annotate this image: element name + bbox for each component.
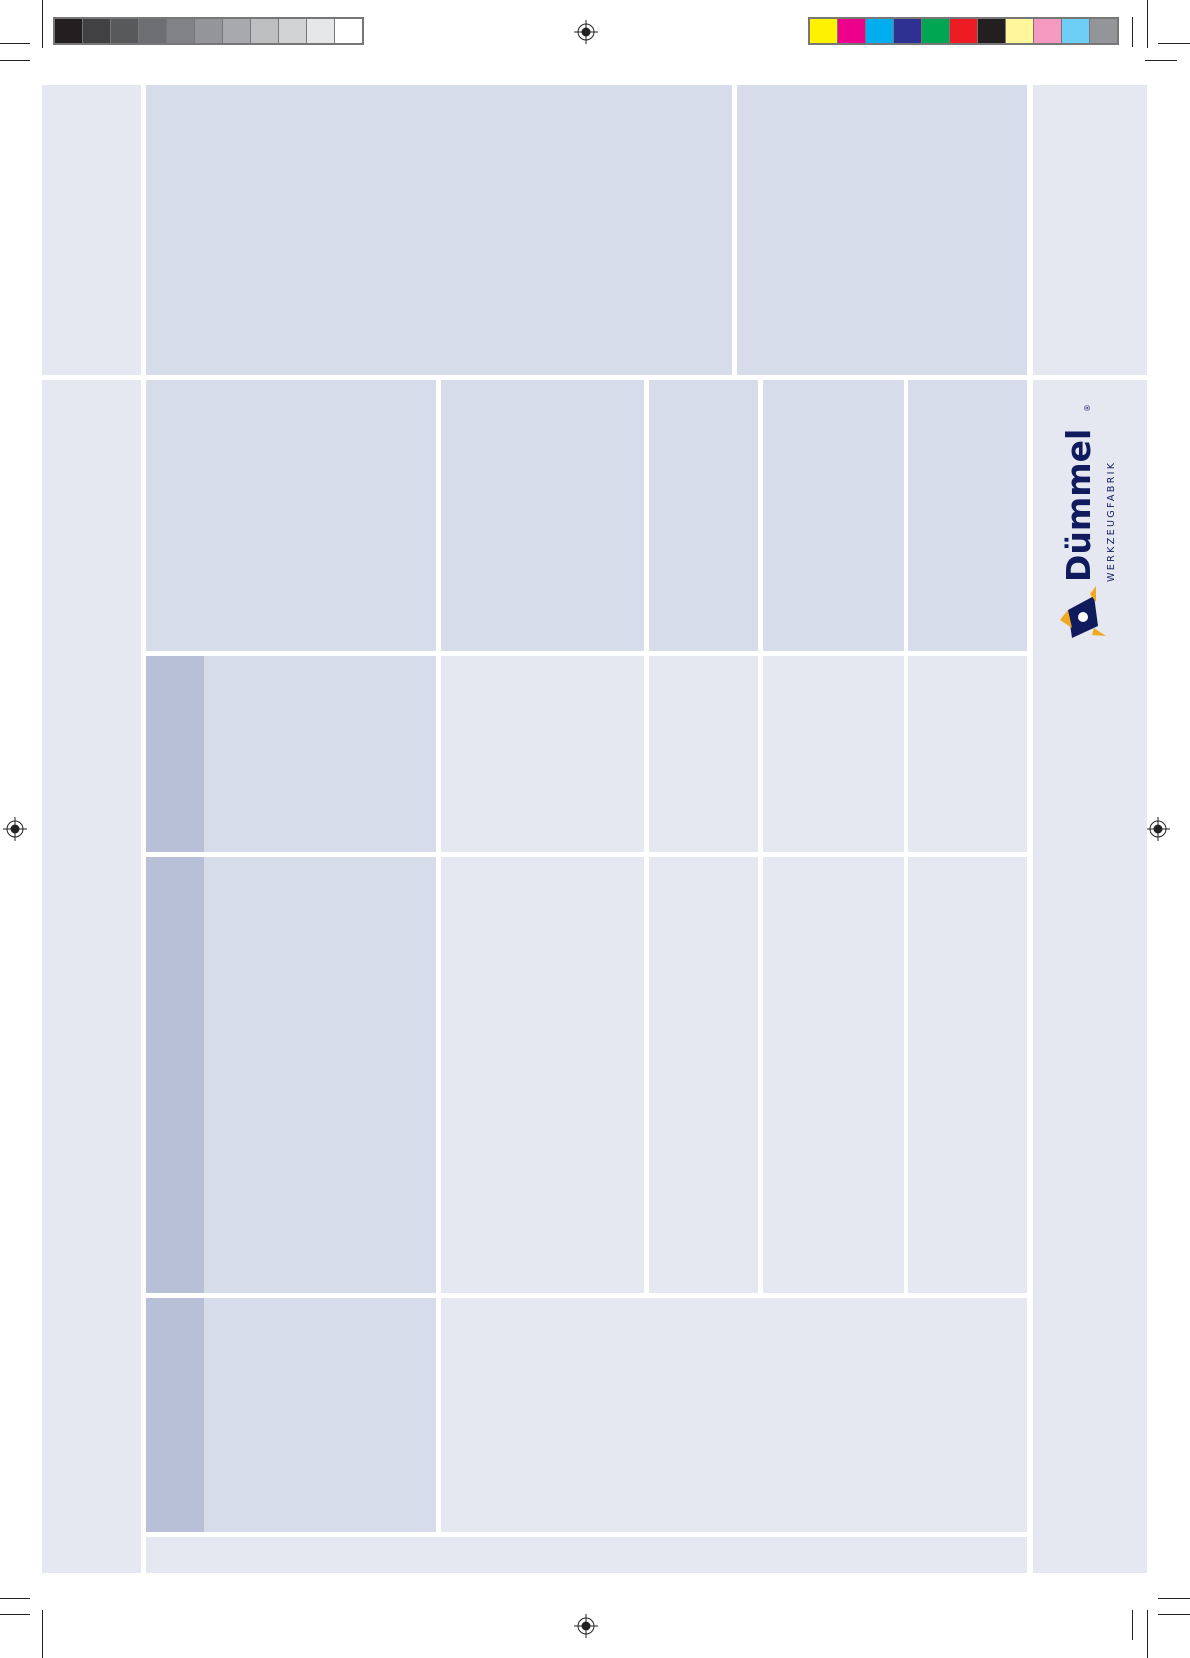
row-label-strip — [146, 1298, 204, 1532]
color-swatch — [978, 19, 1006, 43]
color-swatch — [195, 19, 223, 43]
color-swatch — [279, 19, 307, 43]
table-cell — [441, 857, 644, 1293]
duemmel-logo: Dümmel ® WERKZEUGFABRIK — [1059, 404, 1117, 638]
registration-mark-icon — [1146, 817, 1170, 841]
table-row-label-cell — [204, 857, 436, 1293]
table-header-cell — [146, 380, 436, 651]
table-cell — [763, 656, 904, 852]
logo-wordmark: Dümmel — [1059, 429, 1098, 582]
color-swatch — [1034, 19, 1062, 43]
color-swatch — [894, 19, 922, 43]
registration-mark-icon — [574, 1614, 598, 1638]
registration-mark-icon — [3, 817, 27, 841]
table-header-cell — [649, 380, 758, 651]
left-margin-panel-top — [42, 85, 141, 375]
table-header-cell — [441, 380, 644, 651]
logo-registered-mark: ® — [1083, 404, 1092, 412]
color-swatch — [55, 19, 83, 43]
color-swatch — [1006, 19, 1034, 43]
table-header-cell — [908, 380, 1027, 651]
table-cell — [649, 656, 758, 852]
table-cell — [441, 656, 644, 852]
crop-mark — [1145, 60, 1177, 61]
color-swatch — [810, 19, 838, 43]
header-panel-main — [146, 85, 732, 375]
color-swatch — [950, 19, 978, 43]
grayscale-color-bar — [53, 17, 364, 45]
header-panel-side — [737, 85, 1027, 375]
table-cell-wide — [441, 1298, 1027, 1532]
crop-mark — [0, 1614, 30, 1615]
footer-strip — [146, 1537, 1027, 1573]
color-swatch — [307, 19, 335, 43]
row-label-strip — [146, 656, 204, 852]
color-swatch — [251, 19, 279, 43]
logo-mark-icon — [1060, 586, 1106, 638]
right-margin-panel-top — [1033, 85, 1147, 375]
crop-mark — [1158, 43, 1190, 44]
crop-mark — [42, 1610, 43, 1658]
table-row-label-cell — [204, 1298, 436, 1532]
table-cell — [763, 857, 904, 1293]
table-cell — [908, 656, 1027, 852]
crop-mark — [1158, 1598, 1190, 1599]
crop-mark — [1147, 0, 1148, 48]
color-swatch — [838, 19, 866, 43]
process-color-bar — [808, 17, 1119, 45]
table-cell — [908, 857, 1027, 1293]
color-swatch — [1062, 19, 1090, 43]
color-swatch — [111, 19, 139, 43]
crop-mark — [1147, 1610, 1148, 1658]
right-margin-panel — [1033, 380, 1147, 1573]
color-swatch — [139, 19, 167, 43]
crop-mark — [1132, 1610, 1133, 1640]
color-swatch — [866, 19, 894, 43]
color-swatch — [335, 19, 362, 43]
row-label-strip — [146, 857, 204, 1293]
left-margin-panel — [42, 380, 141, 1573]
color-swatch — [223, 19, 251, 43]
table-header-cell — [763, 380, 904, 651]
crop-mark — [42, 0, 43, 48]
color-swatch — [1090, 19, 1117, 43]
crop-mark — [1132, 17, 1133, 47]
registration-mark-icon — [574, 20, 598, 44]
color-swatch — [83, 19, 111, 43]
crop-mark — [1158, 1614, 1190, 1615]
color-swatch — [922, 19, 950, 43]
table-cell — [649, 857, 758, 1293]
logo-tagline: WERKZEUGFABRIK — [1106, 461, 1117, 582]
crop-mark — [0, 1598, 30, 1599]
crop-mark — [0, 60, 30, 61]
color-swatch — [167, 19, 195, 43]
table-row-label-cell — [204, 656, 436, 852]
crop-mark — [0, 43, 30, 44]
